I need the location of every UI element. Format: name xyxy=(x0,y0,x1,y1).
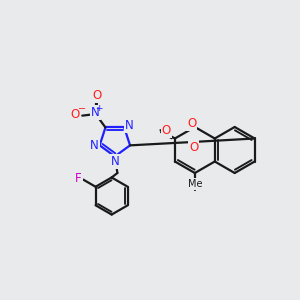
Text: N: N xyxy=(110,155,119,168)
Text: O: O xyxy=(70,108,80,121)
Text: Me: Me xyxy=(188,179,202,189)
Text: O: O xyxy=(187,117,196,130)
Text: −: − xyxy=(78,104,86,114)
Text: F: F xyxy=(75,172,82,185)
Text: N: N xyxy=(91,106,100,119)
Text: O: O xyxy=(162,124,171,137)
Text: N: N xyxy=(125,119,134,132)
Text: +: + xyxy=(95,104,102,113)
Text: O: O xyxy=(92,89,101,102)
Text: O: O xyxy=(189,141,199,154)
Text: N: N xyxy=(90,139,99,152)
